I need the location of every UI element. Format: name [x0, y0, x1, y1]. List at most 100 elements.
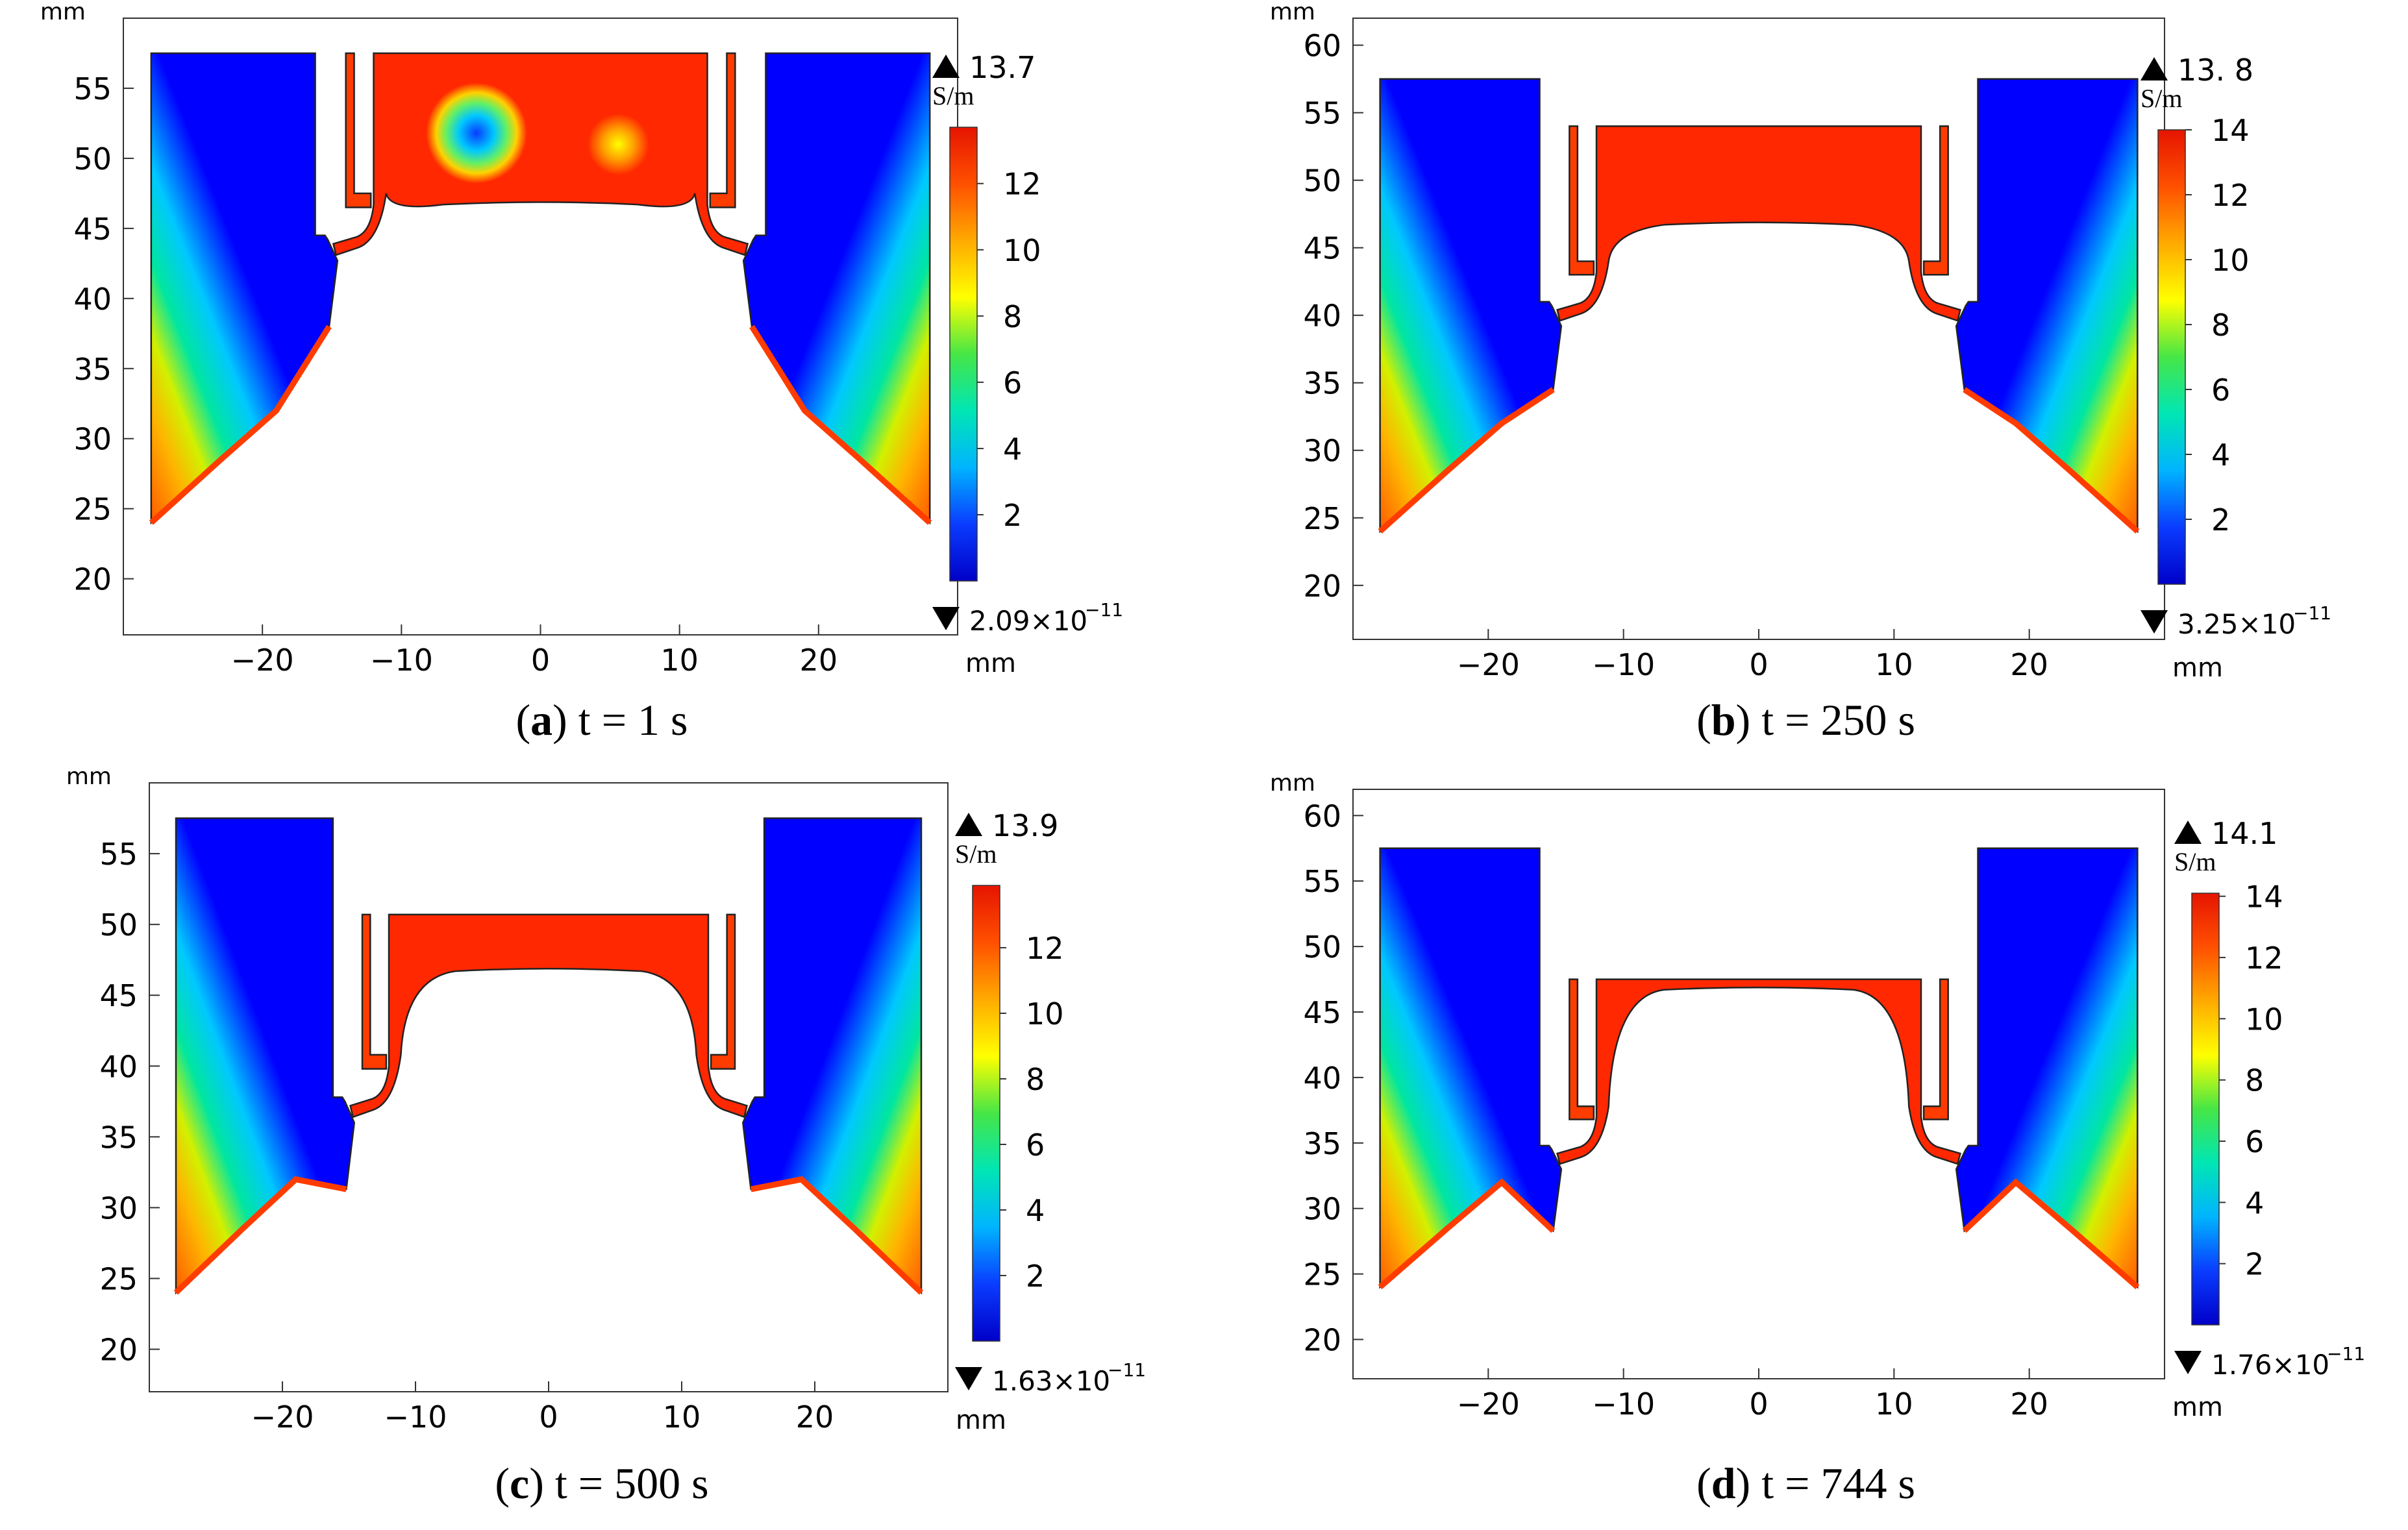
max-triangle-icon	[955, 813, 982, 836]
colorbar-tick-label: 8	[2211, 308, 2230, 343]
colorbar-tick-label: 12	[1003, 167, 1041, 202]
caption-time: t = 1 s	[578, 695, 688, 745]
x-tick-label: −20	[251, 1400, 314, 1435]
molten-region	[1556, 978, 1961, 1165]
y-axis-unit: mm	[40, 0, 86, 25]
y-tick-label: 25	[73, 492, 112, 527]
caption-c: (c) t = 500 s	[495, 1459, 709, 1508]
y-tick-label: 40	[1303, 1061, 1341, 1096]
min-value-exponent: −11	[2293, 602, 2331, 624]
colorbar-tick-label: 8	[1026, 1062, 1045, 1097]
y-tick-label: 35	[73, 352, 112, 387]
y-tick-label: 60	[1303, 798, 1341, 833]
min-value-exponent: −11	[1108, 1359, 1146, 1381]
x-tick-label: −10	[384, 1400, 447, 1435]
right-j-wall	[709, 52, 736, 208]
colorbar	[949, 127, 978, 582]
colorbar-tick-label: 2	[1026, 1259, 1045, 1294]
right-j-wall	[1922, 125, 1949, 276]
y-tick-label: 20	[73, 562, 112, 597]
y-tick-label: 45	[1303, 231, 1341, 266]
y-tick-label: 35	[1303, 366, 1341, 401]
y-tick-label: 30	[1303, 434, 1341, 469]
right-j-wall	[710, 913, 736, 1070]
y-tick-label: 35	[1303, 1126, 1341, 1161]
x-tick-label: −20	[1457, 1387, 1520, 1422]
left-j-wall	[1569, 978, 1595, 1120]
min-value-label: 3.25×10	[2178, 608, 2296, 640]
colorbar-tick-label: 12	[2211, 178, 2250, 213]
caption-letter: d	[1711, 1459, 1736, 1508]
x-tick-label: 0	[531, 643, 550, 678]
y-tick-label: 55	[1303, 864, 1341, 899]
panel-a: 20 25 30 35 40 45 50 55 mm −20 −10 0 10 20 mm 2 4 6 8 10 12 S…	[0, 0, 1204, 763]
left-edge-film	[1378, 1178, 1556, 1290]
colorbar-tick-label: 2	[2245, 1247, 2264, 1282]
x-tick-label: 0	[1749, 647, 1768, 682]
colorbar-tick-label: 14	[2211, 113, 2250, 148]
colorbar-tick-label: 4	[2245, 1185, 2264, 1220]
y-tick-label: 25	[1303, 1257, 1341, 1292]
colorbar-tick-label: 10	[2211, 243, 2250, 278]
colorbar-tick-label: 6	[1003, 365, 1022, 401]
min-value-exponent: −11	[1085, 599, 1123, 621]
x-tick-label: 10	[660, 643, 699, 678]
x-tick-label: 20	[800, 643, 838, 678]
caption-d: (d) t = 744 s	[1696, 1459, 1915, 1508]
y-tick-label: 40	[73, 282, 112, 317]
molten-region	[349, 913, 748, 1118]
caption-time: t = 500 s	[554, 1459, 709, 1508]
colorbar-tick-label: 12	[2245, 941, 2283, 976]
y-axis-unit: mm	[1270, 770, 1315, 796]
y-tick-label: 30	[99, 1191, 138, 1226]
max-triangle-icon	[2174, 821, 2202, 844]
conductivity-plot-b: 20 25 30 35 40 45 50 55 60 mm −20 −10 0 10 20 mm 2 4 6 8 10 1…	[1270, 0, 2331, 683]
colorbar	[972, 885, 1000, 1342]
x-axis-unit: mm	[2172, 653, 2223, 683]
x-tick-label: 20	[2010, 647, 2048, 682]
colorbar-tick-label: 10	[1003, 233, 1041, 268]
colorbar-tick-label: 10	[1026, 996, 1064, 1031]
x-axis-unit: mm	[965, 648, 1016, 678]
y-tick-label: 60	[1303, 29, 1341, 64]
x-tick-label: 10	[663, 1400, 701, 1435]
y-tick-label: 50	[1303, 164, 1341, 199]
max-triangle-icon	[932, 55, 960, 78]
right-edge-film	[750, 1176, 924, 1295]
min-triangle-icon	[955, 1367, 982, 1390]
x-tick-label: −10	[1592, 1387, 1655, 1422]
x-tick-label: 0	[1749, 1387, 1768, 1422]
max-value-label: 13.9	[992, 808, 1058, 843]
min-triangle-icon	[2174, 1351, 2202, 1374]
min-value-exponent: −11	[2327, 1343, 2365, 1364]
colorbar-unit: S/m	[955, 839, 997, 869]
max-value-label: 13. 8	[2178, 53, 2253, 88]
y-tick-label: 40	[99, 1049, 138, 1084]
right-edge-film	[1962, 1178, 2140, 1290]
colorbar-tick-label: 2	[2211, 502, 2230, 537]
colorbar-tick-label: 2	[1003, 498, 1022, 533]
cool-spot-left	[426, 82, 527, 184]
min-value-label: 2.09×10	[969, 605, 1087, 637]
y-axis-unit: mm	[1270, 0, 1315, 25]
left-j-wall	[1569, 125, 1595, 276]
min-value-label: 1.76×10	[2211, 1349, 2329, 1381]
x-tick-label: −20	[1457, 647, 1520, 682]
colorbar-tick-label: 10	[2245, 1002, 2283, 1037]
colorbar-tick-label: 4	[1003, 432, 1022, 467]
y-axis-unit: mm	[66, 763, 112, 790]
left-j-wall	[361, 913, 388, 1070]
y-tick-label: 20	[1303, 569, 1341, 604]
x-tick-label: 20	[796, 1400, 834, 1435]
colorbar-tick-label: 6	[2211, 373, 2230, 408]
colorbar-tick-label: 12	[1026, 931, 1064, 966]
colorbar-unit: S/m	[2141, 84, 2182, 113]
x-tick-label: 20	[2010, 1387, 2048, 1422]
right-edge-film	[749, 325, 932, 525]
y-tick-label: 30	[1303, 1192, 1341, 1227]
y-tick-label: 50	[73, 142, 112, 177]
caption-letter: c	[510, 1459, 530, 1508]
panel-c: 20 25 30 35 40 45 50 55 mm −20 −10 0 10 20 mm 2 4 6 8 10 12 S…	[0, 763, 1204, 1527]
y-tick-label: 20	[99, 1333, 138, 1368]
